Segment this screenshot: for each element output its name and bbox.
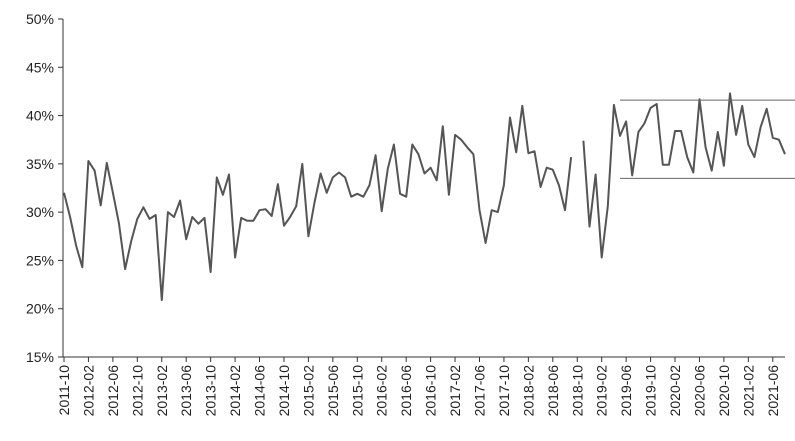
x-tick-label: 2019-06 xyxy=(618,365,634,417)
x-tick-label: 2016-02 xyxy=(374,365,390,417)
x-tick-label: 2012-02 xyxy=(80,365,96,417)
x-tick-label: 2012-06 xyxy=(105,365,121,417)
x-tick-label: 2017-10 xyxy=(496,365,512,417)
x-tick-label: 2013-10 xyxy=(203,365,219,417)
y-tick-label: 30% xyxy=(26,204,54,220)
x-tick-label: 2020-06 xyxy=(691,365,707,417)
x-tick-label: 2015-02 xyxy=(300,365,316,417)
x-tick-label: 2014-02 xyxy=(227,365,243,417)
y-tick-label: 25% xyxy=(26,252,54,268)
y-tick-label: 40% xyxy=(26,108,54,124)
y-tick-label: 45% xyxy=(26,59,54,75)
x-tick-label: 2014-10 xyxy=(276,365,292,417)
x-tick-label: 2016-10 xyxy=(423,365,439,417)
x-tick-label: 2011-10 xyxy=(56,365,72,416)
x-tick-label: 2018-02 xyxy=(520,365,536,417)
y-tick-label: 35% xyxy=(26,156,54,172)
x-tick-label: 2013-06 xyxy=(178,365,194,417)
y-tick-label: 50% xyxy=(26,11,54,27)
x-tick-label: 2021-06 xyxy=(765,365,781,417)
y-tick-label: 15% xyxy=(26,349,54,365)
x-tick-label: 2018-10 xyxy=(569,365,585,417)
x-tick-label: 2015-10 xyxy=(349,365,365,417)
x-tick-label: 2017-06 xyxy=(471,365,487,417)
x-tick-label: 2013-02 xyxy=(154,365,170,417)
x-tick-label: 2012-10 xyxy=(129,365,145,417)
data-line xyxy=(63,92,786,301)
x-tick-label: 2017-02 xyxy=(447,365,463,417)
y-tick-label: 20% xyxy=(26,301,54,317)
x-tick-label: 2021-02 xyxy=(740,365,756,417)
x-tick-label: 2015-06 xyxy=(325,365,341,417)
x-tick-label: 2018-06 xyxy=(545,365,561,417)
x-tick-label: 2019-02 xyxy=(594,365,610,417)
x-tick-label: 2019-10 xyxy=(643,365,659,417)
x-tick-label: 2014-06 xyxy=(252,365,268,417)
x-tick-label: 2020-02 xyxy=(667,365,683,417)
x-tick-label: 2016-06 xyxy=(398,365,414,417)
x-tick-label: 2020-10 xyxy=(716,365,732,417)
